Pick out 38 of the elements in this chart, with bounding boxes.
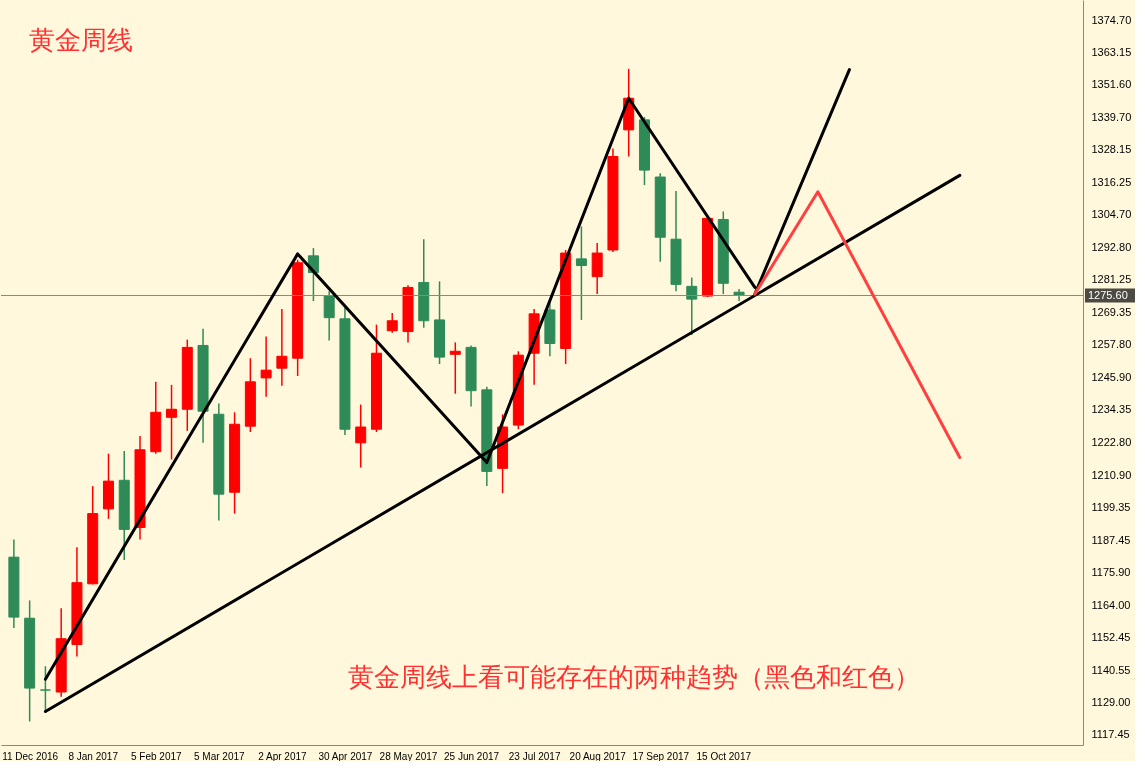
annotation: 黄金周线上看可能存在的两种趋势（黑色和红色）: [348, 663, 920, 692]
y-tick-label: 1269.35: [1091, 306, 1132, 319]
y-tick-label: 1175.90: [1091, 565, 1131, 578]
y-tick-label: 1281.25: [1091, 273, 1132, 286]
y-tick-label: 1117.45: [1091, 727, 1130, 740]
y-tick-label: 1328.15: [1091, 143, 1132, 156]
x-tick-label: 15 Oct 2017: [696, 750, 752, 762]
y-tick-label: 1257.80: [1091, 338, 1132, 351]
y-tick-label: 1316.25: [1091, 176, 1132, 189]
text: 黄金周线: [29, 26, 133, 55]
x-tick-label: 28 May 2017: [379, 750, 438, 762]
y-tick-label: 1187.45: [1091, 533, 1131, 546]
x-tick-label: 5 Feb 2017: [130, 750, 182, 762]
y-tick-label: 1245.90: [1091, 371, 1132, 384]
x-tick-label: 30 Apr 2017: [318, 750, 373, 762]
ref-line-label: 1275.60: [1088, 288, 1128, 301]
y-tick-label: 1292.80: [1091, 241, 1132, 254]
x-tick-label: 25 Jun 2017: [444, 750, 500, 762]
y-tick-label: 1363.15: [1091, 46, 1132, 59]
y-tick-label: 1222.80: [1091, 435, 1132, 448]
x-tick-label: 11 Dec 2016: [2, 750, 59, 762]
x-tick-label: 8 Jan 2017: [68, 750, 119, 762]
y-tick-label: 1351.60: [1091, 78, 1132, 91]
y-tick-label: 1339.70: [1091, 111, 1132, 124]
x-tick-label: 20 Aug 2017: [569, 750, 627, 762]
x-tick-label: 17 Sep 2017: [632, 750, 690, 762]
y-tick-label: 1152.45: [1091, 630, 1131, 643]
y-tick-label: 1210.90: [1091, 468, 1132, 481]
y-tick-label: 1374.70: [1091, 14, 1132, 27]
y-tick-label: 1140.55: [1091, 663, 1131, 676]
y-tick-label: 1129.00: [1091, 695, 1131, 708]
x-tick-label: 2 Apr 2017: [258, 750, 308, 762]
y-tick-label: 1234.35: [1091, 403, 1132, 416]
x-tick-label: 23 Jul 2017: [508, 750, 561, 762]
x-tick-label: 5 Mar 2017: [194, 750, 246, 762]
y-tick-label: 1164.00: [1091, 598, 1131, 611]
y-tick-label: 1304.70: [1091, 208, 1132, 221]
y-tick-label: 1199.35: [1091, 500, 1131, 513]
